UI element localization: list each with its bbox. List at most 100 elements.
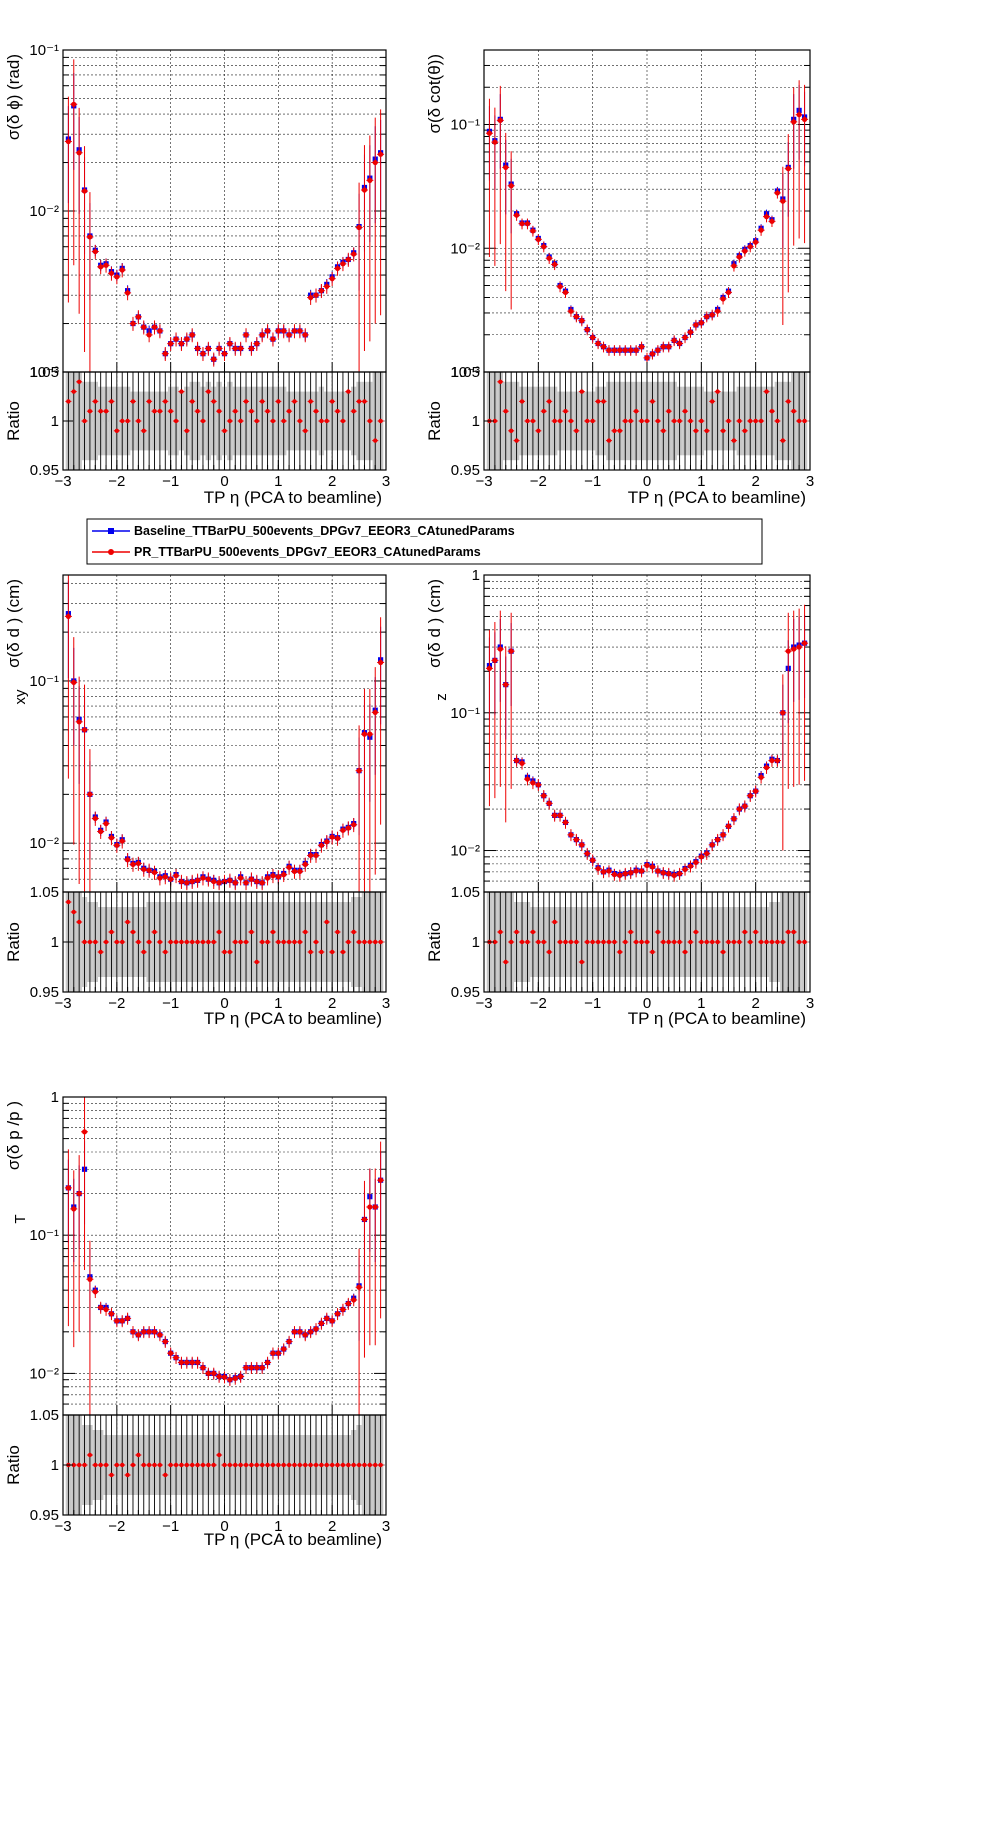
- pr-point: [497, 646, 503, 652]
- ratio-point: [769, 409, 775, 414]
- ratio-point: [639, 939, 644, 945]
- ratio-point: [666, 939, 671, 945]
- ratio-point: [227, 949, 233, 955]
- ratio-point: [163, 1472, 168, 1478]
- pr-point: [125, 857, 131, 863]
- pr-point: [378, 151, 384, 157]
- chart-panel-4: −3 −2 −1 0 1 2 3 10⁻² 10⁻¹ 1 0.95 1 1.05 TP η (PCA to…: [425, 567, 814, 1028]
- pr-point: [318, 288, 324, 294]
- pr-point: [270, 336, 276, 342]
- pr-point: [194, 877, 201, 883]
- ratio-point: [655, 929, 661, 935]
- pr-point: [178, 341, 185, 347]
- pr-point: [774, 757, 781, 764]
- pr-point: [655, 347, 661, 353]
- pr-point: [157, 328, 163, 334]
- ratio-point: [677, 418, 682, 424]
- ratio-point: [514, 438, 519, 443]
- ratio-point: [655, 418, 661, 424]
- ratio-point: [173, 418, 179, 424]
- x-axis-label: TP η (PCA to beamline): [204, 1530, 382, 1549]
- ratio-point: [617, 428, 623, 433]
- ratio-point: [168, 939, 173, 945]
- pr-point: [720, 832, 726, 838]
- ratio-point: [356, 939, 362, 945]
- ratio-point: [313, 409, 319, 414]
- pr-point: [785, 166, 791, 172]
- ratio-point: [373, 939, 378, 945]
- pr-point: [157, 875, 163, 881]
- ratio-point: [715, 939, 720, 945]
- x-tick-label: 3: [806, 995, 814, 1012]
- pr-point: [108, 835, 115, 841]
- ratio-point: [179, 939, 184, 945]
- ratio-point: [731, 939, 737, 945]
- ratio-point: [633, 409, 639, 414]
- pr-point: [584, 850, 590, 857]
- pr-point: [297, 328, 303, 334]
- ratio-point: [704, 428, 709, 433]
- ratio-point: [319, 949, 324, 955]
- ratio-point: [373, 438, 378, 443]
- ratio-point: [200, 418, 206, 424]
- pr-point: [324, 839, 330, 845]
- pr-point: [81, 188, 88, 194]
- pr-point: [590, 334, 596, 341]
- ratio-point: [76, 1462, 82, 1468]
- y-tick-label: 10⁻³: [450, 364, 480, 381]
- pr-point: [600, 344, 607, 350]
- ratio-point: [699, 418, 704, 424]
- pr-point: [677, 340, 683, 347]
- x-tick-label: 0: [643, 473, 651, 490]
- ratio-point: [125, 1472, 130, 1478]
- pr-point: [119, 267, 125, 273]
- pr-point: [264, 875, 271, 881]
- pr-point: [351, 251, 357, 257]
- pr-point: [211, 878, 217, 885]
- ratio-point: [200, 1462, 206, 1468]
- ratio-point: [628, 929, 633, 935]
- ratio-point: [585, 418, 590, 424]
- ratio-point: [547, 949, 552, 955]
- ratio-point: [249, 1462, 254, 1468]
- ratio-point: [254, 959, 259, 965]
- pr-point: [259, 880, 265, 886]
- ratio-point: [802, 939, 807, 945]
- ratio-y-tick-label: 1: [51, 934, 59, 951]
- pr-point: [649, 864, 656, 870]
- pr-point: [76, 150, 82, 156]
- pr-point: [709, 842, 715, 848]
- ratio-point: [319, 418, 324, 424]
- ratio-point: [173, 939, 179, 945]
- ratio-point: [758, 418, 764, 424]
- ratio-point: [109, 929, 114, 935]
- pr-point: [65, 138, 71, 145]
- pr-point: [617, 347, 623, 353]
- pr-point: [216, 345, 222, 352]
- pr-point: [184, 1359, 190, 1366]
- x-tick-label: −3: [54, 995, 71, 1012]
- pr-point: [644, 862, 650, 868]
- pr-point: [238, 1373, 244, 1380]
- pr-point: [747, 244, 753, 250]
- pr-point: [356, 224, 362, 231]
- ratio-point: [109, 1472, 114, 1478]
- x-tick-label: −1: [584, 995, 601, 1012]
- ratio-y-tick-label: 0.95: [451, 984, 480, 1001]
- y-tick-label: 10⁻²: [29, 1365, 59, 1382]
- ratio-point: [373, 1462, 378, 1468]
- y-tick-label: 1: [51, 1089, 59, 1106]
- pr-point: [302, 861, 308, 867]
- ratio-point: [525, 939, 530, 945]
- pr-point: [114, 274, 120, 280]
- ratio-point: [525, 418, 530, 424]
- pr-point: [291, 328, 298, 334]
- pr-point: [633, 868, 639, 874]
- pr-point: [324, 1315, 330, 1322]
- x-tick-label: −1: [162, 995, 179, 1012]
- x-tick-label: 3: [382, 1518, 390, 1535]
- ratio-point: [324, 919, 329, 925]
- pr-point: [254, 878, 260, 885]
- pr-point: [351, 1297, 357, 1303]
- ratio-point: [356, 399, 362, 404]
